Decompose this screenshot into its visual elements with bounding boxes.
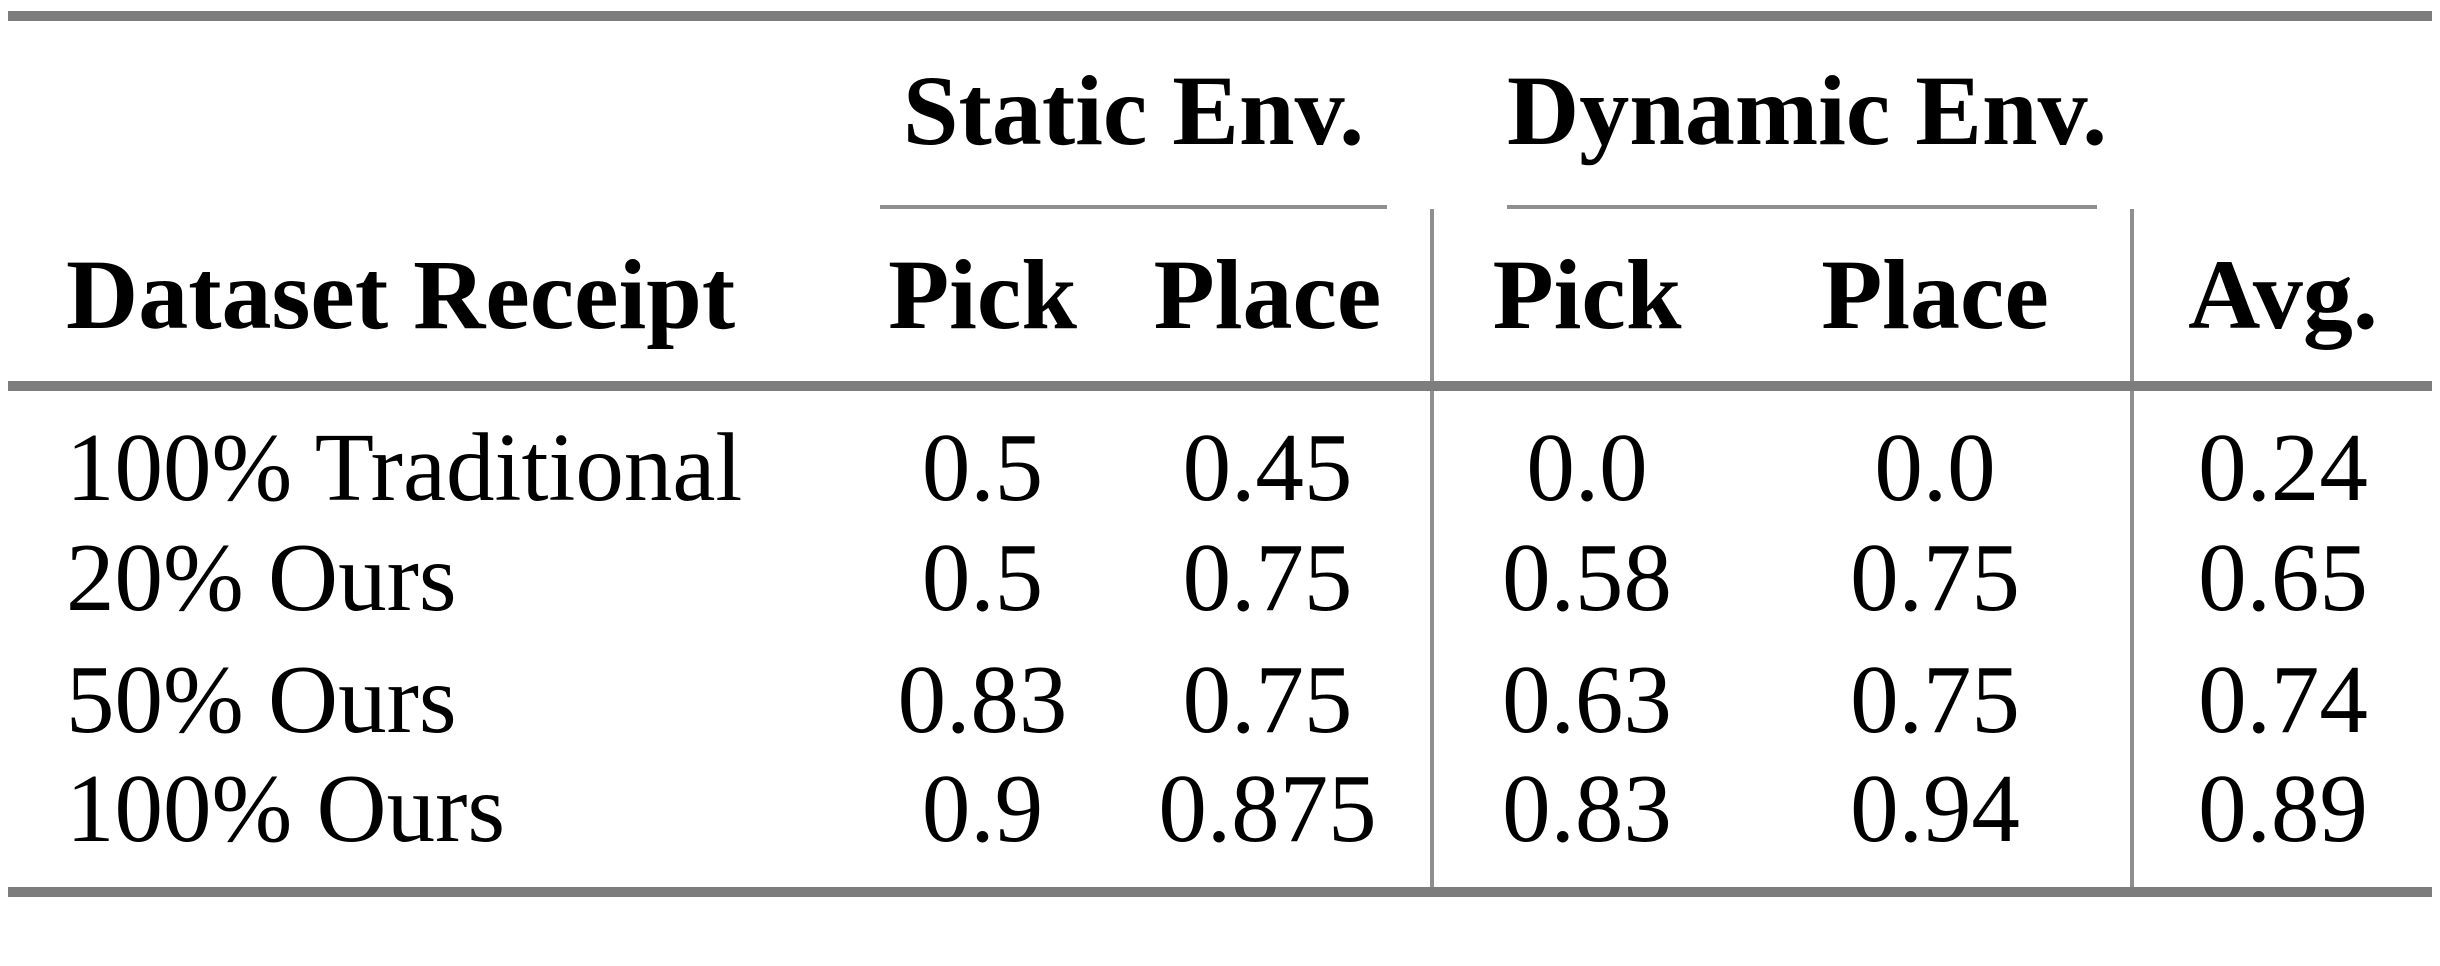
cell-dynamic-place: 0.94 <box>1740 760 2133 897</box>
cell-static-place: 0.875 <box>1105 760 1432 897</box>
group-header-static-env: Static Env. <box>860 11 1432 209</box>
table-row: 50% Ours 0.83 0.75 0.63 0.75 0.74 <box>8 638 2433 760</box>
cell-dynamic-pick: 0.83 <box>1430 760 1740 897</box>
cell-static-place: 0.75 <box>1182 645 1353 753</box>
col-header-dataset-receipt: Dataset Receipt <box>8 209 860 391</box>
cell-static-pick: 0.9 <box>860 760 1105 897</box>
col-header-static-place: Place <box>1105 209 1432 391</box>
table-row: 100% Traditional 0.5 0.45 0.0 0.0 0.24 <box>8 386 2433 521</box>
table-row: 100% Ours 0.9 0.875 0.83 0.94 0.89 <box>8 760 2433 897</box>
row-label: 100% Traditional <box>66 414 743 521</box>
results-table: Static Env. Dynamic Env. Dataset Receipt… <box>8 11 2433 897</box>
cell-avg: 0.65 <box>2130 516 2433 638</box>
cell-static-pick: 0.5 <box>921 523 1044 631</box>
col-header-dynamic-pick: Pick <box>1430 209 1740 391</box>
spacer-cell <box>2132 11 2433 209</box>
cell-avg: 0.89 <box>2130 760 2433 897</box>
row-label: 50% Ours <box>66 645 457 753</box>
spacer-cell <box>8 11 860 209</box>
cell-static-place: 0.45 <box>1182 414 1353 521</box>
cell-dynamic-place: 0.75 <box>1850 645 2020 753</box>
cell-dynamic-place: 0.0 <box>1874 414 1996 521</box>
table-header: Static Env. Dynamic Env. Dataset Receipt… <box>8 11 2433 391</box>
column-header-row: Dataset Receipt Pick Place Pick Place Av… <box>8 209 2433 391</box>
cell-dynamic-place: 0.75 <box>1850 523 2020 631</box>
cell-static-pick: 0.83 <box>897 645 1068 753</box>
group-header-row: Static Env. Dynamic Env. <box>8 11 2433 209</box>
col-header-static-pick: Pick <box>860 209 1105 391</box>
group-header-static-env-label: Static Env. <box>880 61 1387 209</box>
cell-dynamic-pick: 0.0 <box>1430 386 1740 516</box>
group-header-dynamic-env: Dynamic Env. <box>1432 11 2133 209</box>
cell-avg: 0.24 <box>2130 386 2433 516</box>
table-body: 100% Traditional 0.5 0.45 0.0 0.0 0.24 2… <box>8 386 2433 897</box>
row-label: 20% Ours <box>66 523 457 631</box>
row-label: 100% Ours <box>8 760 860 897</box>
cell-static-place: 0.75 <box>1182 523 1353 631</box>
cell-static-pick: 0.5 <box>921 414 1044 521</box>
col-header-dynamic-place: Place <box>1740 209 2133 391</box>
group-header-dynamic-env-label: Dynamic Env. <box>1507 61 2107 209</box>
table-row: 20% Ours 0.5 0.75 0.58 0.75 0.65 <box>8 516 2433 638</box>
col-header-avg: Avg. <box>2130 209 2433 391</box>
cell-avg: 0.74 <box>2130 638 2433 760</box>
cell-dynamic-pick: 0.63 <box>1430 638 1740 760</box>
cell-dynamic-pick: 0.58 <box>1430 516 1740 638</box>
